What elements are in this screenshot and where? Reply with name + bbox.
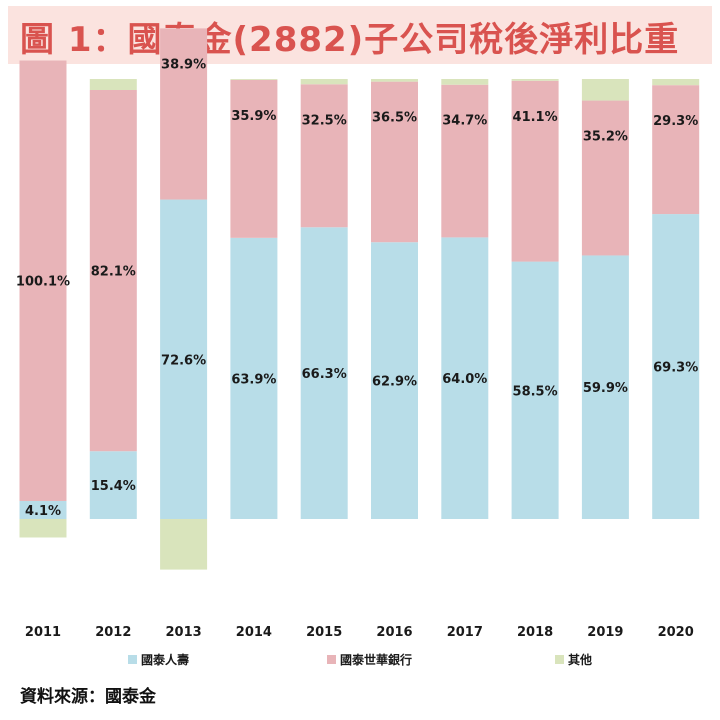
bar-segment-2-2019 — [581, 79, 629, 101]
value-label-bank-2018: 41.1% — [513, 110, 558, 125]
bar-segment-1-2012 — [89, 90, 137, 452]
value-label-bank-2013: 38.9% — [161, 57, 206, 72]
bar-segment-2-2012 — [89, 79, 137, 90]
x-tick-label-2020: 2020 — [658, 625, 694, 640]
bar-segment-0-2013 — [160, 199, 208, 519]
bar-segment-2-2014 — [230, 79, 278, 80]
value-label-life-2013: 72.6% — [161, 353, 206, 368]
bar-segment-2-2011 — [19, 519, 67, 538]
value-label-life-2017: 64.0% — [442, 372, 487, 387]
bar-segment-0-2018 — [511, 261, 559, 519]
value-label-life-2011: 4.1% — [25, 504, 61, 519]
source-note: 資料來源：國泰金 — [20, 687, 156, 707]
value-label-life-2015: 66.3% — [302, 367, 347, 382]
value-label-bank-2012: 82.1% — [91, 265, 136, 280]
legend-label-2: 其他 — [568, 652, 592, 667]
bar-segment-2-2018 — [511, 79, 559, 81]
bar-segment-2-2020 — [652, 79, 700, 86]
legend-swatch-2 — [555, 655, 564, 664]
bar-segment-1-2016 — [371, 81, 418, 243]
x-tick-label-2018: 2018 — [517, 625, 553, 640]
bar-segment-1-2011 — [19, 60, 67, 501]
legend-swatch-1 — [327, 655, 336, 664]
bar-segment-1-2015 — [300, 84, 348, 228]
value-label-life-2012: 15.4% — [91, 479, 136, 494]
bar-segment-2-2016 — [371, 79, 418, 82]
stacked-bar-chart: 4.1% 100.1% 2011 15.4% 82.1% 2012 72.6% 38.9% 20… — [16, 28, 700, 667]
bar-segment-0-2016 — [371, 242, 418, 520]
chart-title: 圖 1：國泰金(2882)子公司稅後淨利比重 — [20, 20, 680, 60]
bar-segment-2-2013 — [160, 519, 208, 570]
x-tick-label-2019: 2019 — [587, 625, 623, 640]
value-label-bank-2019: 35.2% — [583, 130, 628, 145]
bar-segment-1-2013 — [160, 28, 208, 200]
bar-segment-0-2011 — [19, 500, 67, 519]
bar-segment-0-2012 — [89, 451, 137, 519]
x-tick-label-2013: 2013 — [166, 625, 202, 640]
value-label-life-2018: 58.5% — [513, 384, 558, 399]
bar-segment-2-2015 — [300, 79, 348, 85]
value-label-life-2020: 69.3% — [653, 361, 698, 376]
value-label-bank-2014: 35.9% — [231, 109, 276, 124]
x-tick-label-2015: 2015 — [306, 625, 342, 640]
bar-segment-1-2018 — [511, 80, 559, 262]
bar-segment-1-2014 — [230, 79, 278, 238]
value-label-bank-2020: 29.3% — [653, 114, 698, 129]
x-tick-label-2012: 2012 — [95, 625, 131, 640]
value-label-bank-2017: 34.7% — [442, 114, 487, 129]
bar-segment-0-2019 — [581, 255, 629, 519]
x-tick-label-2011: 2011 — [25, 625, 61, 640]
value-label-life-2016: 62.9% — [372, 375, 417, 390]
value-label-bank-2011: 100.1% — [16, 275, 70, 290]
bar-segment-1-2019 — [581, 100, 629, 256]
bar-segment-0-2014 — [230, 237, 278, 519]
x-tick-label-2016: 2016 — [376, 625, 412, 640]
bar-segment-0-2015 — [300, 227, 348, 519]
title-banner: 圖 1：國泰金(2882)子公司稅後淨利比重 — [8, 6, 712, 64]
value-label-bank-2016: 36.5% — [372, 111, 417, 126]
bar-segment-1-2020 — [652, 85, 700, 215]
legend-label-1: 國泰世華銀行 — [340, 652, 412, 667]
x-tick-label-2017: 2017 — [447, 625, 483, 640]
value-label-life-2014: 63.9% — [231, 372, 276, 387]
bar-segment-2-2017 — [441, 79, 489, 85]
x-tick-label-2014: 2014 — [236, 625, 272, 640]
value-label-bank-2015: 32.5% — [302, 113, 347, 128]
bar-segment-1-2017 — [441, 84, 489, 238]
bar-segment-0-2020 — [652, 214, 700, 519]
legend-swatch-0 — [128, 655, 137, 664]
legend-label-0: 國泰人壽 — [141, 652, 189, 667]
bar-segment-0-2017 — [441, 237, 489, 519]
value-label-life-2019: 59.9% — [583, 381, 628, 396]
